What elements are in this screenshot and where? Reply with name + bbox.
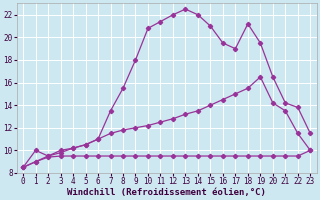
X-axis label: Windchill (Refroidissement éolien,°C): Windchill (Refroidissement éolien,°C) (67, 188, 266, 197)
